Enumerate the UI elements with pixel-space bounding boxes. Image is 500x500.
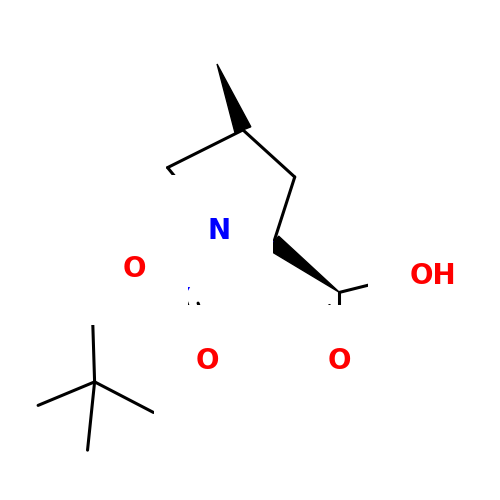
Polygon shape [268,236,340,292]
Polygon shape [217,64,251,133]
Text: N: N [208,217,231,245]
Text: O: O [196,346,220,374]
Text: O: O [123,255,146,283]
Text: OH: OH [410,262,457,290]
Text: O: O [328,346,351,374]
